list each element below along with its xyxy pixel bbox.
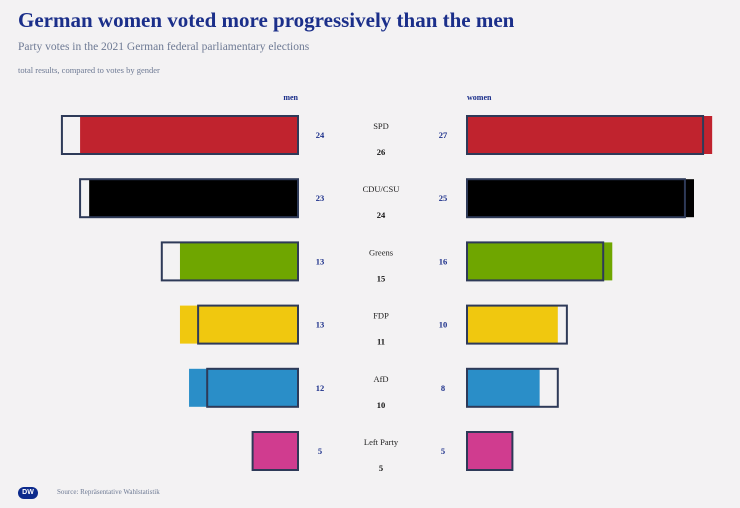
men-value-label: 23 [316, 193, 325, 203]
men-total-outline-2 [160, 241, 299, 282]
party-label: FDP [373, 311, 389, 321]
women-value-label: 16 [439, 256, 448, 266]
women-header: women [467, 93, 492, 102]
chart-title: German women voted more progressively th… [18, 8, 515, 32]
women-value-label: 10 [439, 320, 448, 330]
men-bar-3 [179, 305, 298, 344]
total-value-label: 26 [377, 147, 386, 157]
women-bar-3 [467, 305, 558, 344]
men-bar-1 [89, 179, 298, 218]
party-label: SPD [373, 121, 389, 131]
women-value-label: 8 [441, 383, 445, 393]
women-value-label: 27 [439, 130, 448, 140]
party-label: Left Party [364, 437, 399, 447]
total-value-label: 10 [377, 400, 386, 410]
women-bar-2 [467, 242, 613, 281]
chart-subtitle: Party votes in the 2021 German federal p… [18, 41, 310, 53]
women-bar-1 [467, 179, 694, 218]
men-value-label: 13 [316, 256, 325, 266]
party-label: Greens [369, 247, 393, 257]
dw-logo: DW [18, 487, 38, 499]
men-header: men [283, 93, 298, 102]
men-total-outline-3 [197, 304, 299, 345]
men-total-outline-0 [60, 115, 299, 155]
women-total-outline-3 [466, 304, 568, 345]
women-bar-0 [467, 116, 713, 154]
men-value-label: 24 [316, 130, 325, 140]
women-total-outline-1 [466, 178, 686, 219]
women-value-label: 25 [439, 193, 448, 203]
total-value-label: 5 [379, 463, 383, 473]
chart-note: total results, compared to votes by gend… [18, 65, 160, 75]
men-total-outline-4 [206, 367, 299, 408]
men-bar-5 [252, 432, 298, 470]
women-value-label: 5 [441, 446, 445, 456]
party-label: AfD [373, 374, 388, 384]
women-total-outline-0 [466, 115, 705, 155]
men-value-label: 13 [316, 320, 325, 330]
party-label: CDU/CSU [363, 184, 400, 194]
total-value-label: 11 [377, 337, 385, 347]
men-bar-2 [179, 242, 298, 281]
total-value-label: 15 [377, 273, 386, 283]
men-value-label: 5 [318, 446, 322, 456]
men-total-outline-1 [79, 178, 299, 219]
women-bar-5 [467, 432, 513, 470]
men-value-label: 12 [316, 383, 325, 393]
women-total-outline-4 [466, 367, 559, 408]
men-total-outline-5 [251, 431, 300, 471]
women-bar-4 [467, 368, 540, 407]
women-total-outline-5 [466, 431, 514, 471]
men-bar-0 [80, 116, 298, 154]
source-text: Source: Repräsentative Wahlstatistik [57, 488, 160, 496]
total-value-label: 24 [377, 210, 386, 220]
men-bar-4 [189, 368, 298, 407]
women-total-outline-2 [466, 241, 605, 282]
